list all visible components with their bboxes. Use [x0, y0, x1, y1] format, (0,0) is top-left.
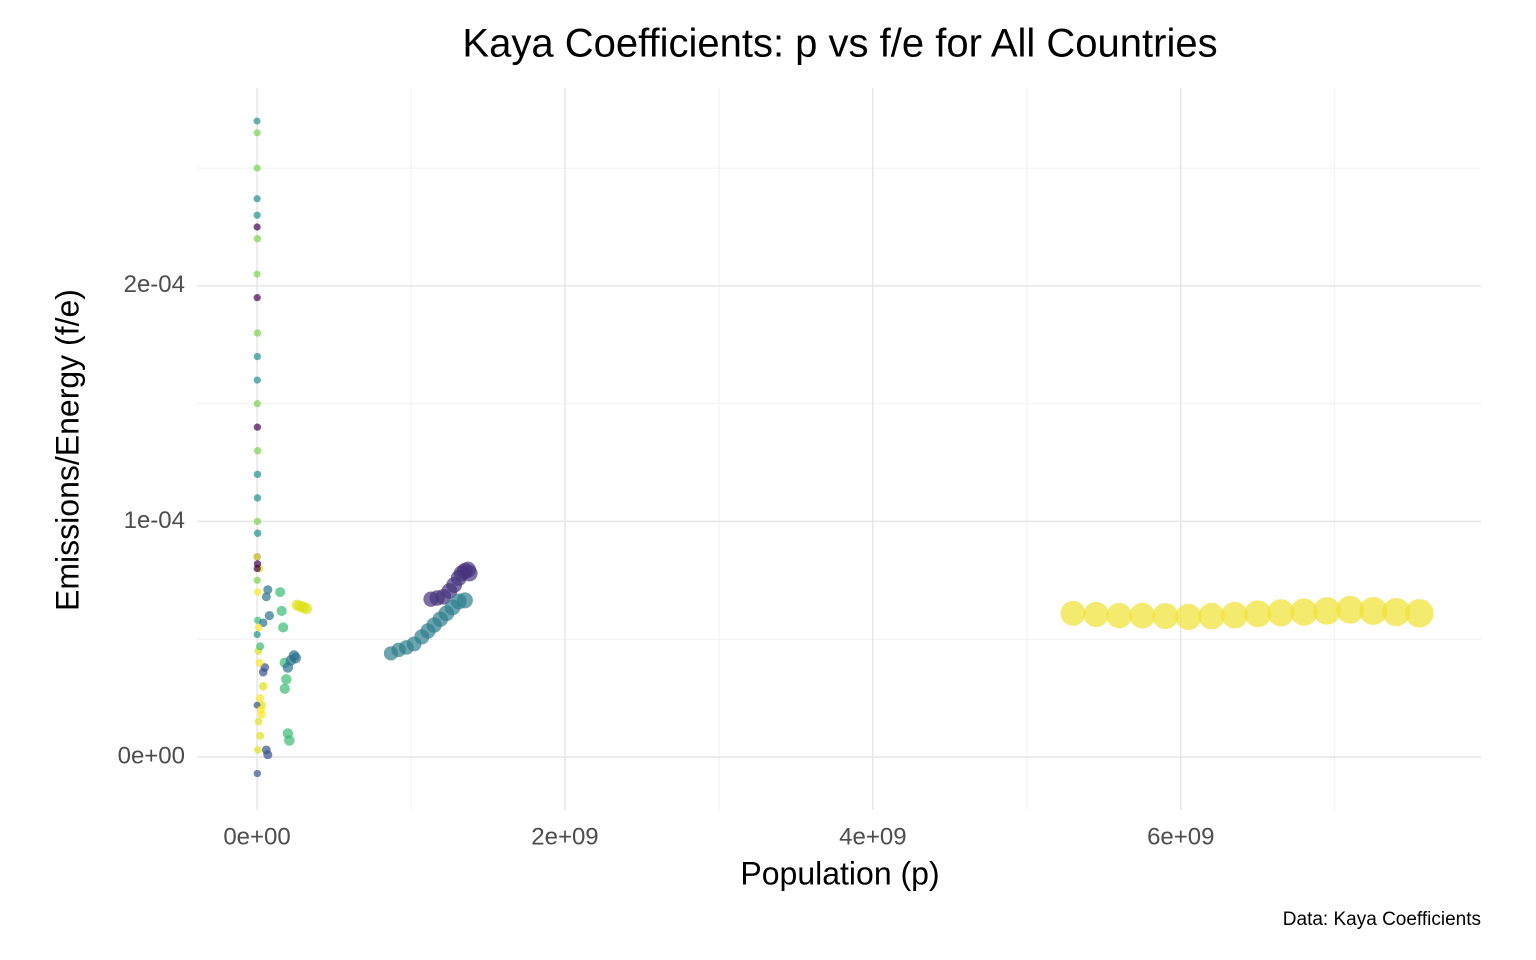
y-tick-label: 1e-04 [124, 507, 185, 534]
point [1382, 598, 1411, 627]
point [254, 746, 262, 754]
point [253, 630, 261, 639]
point [264, 611, 274, 621]
point [253, 529, 262, 537]
point [281, 674, 292, 685]
point [253, 294, 261, 302]
point [253, 494, 262, 502]
point [253, 211, 261, 219]
point [275, 587, 286, 598]
point [279, 683, 290, 694]
point [276, 605, 287, 617]
point [1313, 597, 1341, 625]
point [1175, 603, 1202, 630]
point [1359, 596, 1388, 625]
point [253, 235, 262, 243]
point [1198, 602, 1225, 630]
point [278, 622, 289, 633]
point [257, 710, 266, 719]
point [253, 576, 261, 584]
point [1267, 599, 1295, 627]
point [263, 585, 273, 595]
point [1152, 603, 1179, 630]
point [263, 750, 273, 760]
caption: Data: Kaya Coefficients [1283, 909, 1481, 930]
point [261, 592, 271, 602]
point [253, 223, 261, 231]
point [1106, 602, 1132, 629]
point [290, 652, 301, 664]
y-axis-label: Emissions/Energy (f/e) [49, 289, 85, 611]
point [284, 735, 295, 746]
point [300, 602, 313, 615]
point [254, 588, 262, 596]
point [1244, 600, 1272, 628]
point [253, 769, 262, 778]
x-tick-label: 6e+09 [1147, 823, 1214, 850]
point [253, 553, 261, 561]
point [1060, 600, 1086, 626]
point [456, 592, 473, 609]
x-tick-label: 0e+00 [223, 823, 290, 850]
point [253, 447, 262, 455]
point [254, 623, 263, 632]
point [253, 564, 261, 573]
point [253, 400, 261, 408]
x-axis-label: Population (p) [740, 855, 939, 891]
point [256, 642, 265, 651]
point [260, 663, 270, 672]
point [253, 164, 261, 172]
point [253, 352, 262, 361]
point [461, 565, 478, 582]
chart-title: Kaya Coefficients: p vs f/e for All Coun… [462, 22, 1217, 66]
x-tick-label: 2e+09 [531, 823, 598, 850]
point [253, 423, 262, 431]
x-tick-label: 4e+09 [839, 823, 906, 850]
point [253, 517, 262, 526]
point [253, 129, 261, 137]
point [253, 376, 261, 384]
point [253, 117, 261, 125]
point [1083, 601, 1109, 628]
point [1336, 595, 1365, 624]
point [253, 329, 262, 337]
point [1405, 599, 1434, 628]
point [253, 470, 262, 479]
point [254, 717, 263, 726]
y-tick-label: 2e-04 [124, 271, 185, 298]
point [256, 694, 265, 703]
point [1129, 602, 1156, 629]
point [253, 195, 261, 203]
y-tick-label: 0e+00 [118, 742, 185, 769]
point [255, 658, 264, 667]
point [253, 270, 261, 278]
point [258, 682, 268, 691]
point [1290, 598, 1318, 626]
point [256, 731, 265, 740]
point [1221, 601, 1248, 629]
